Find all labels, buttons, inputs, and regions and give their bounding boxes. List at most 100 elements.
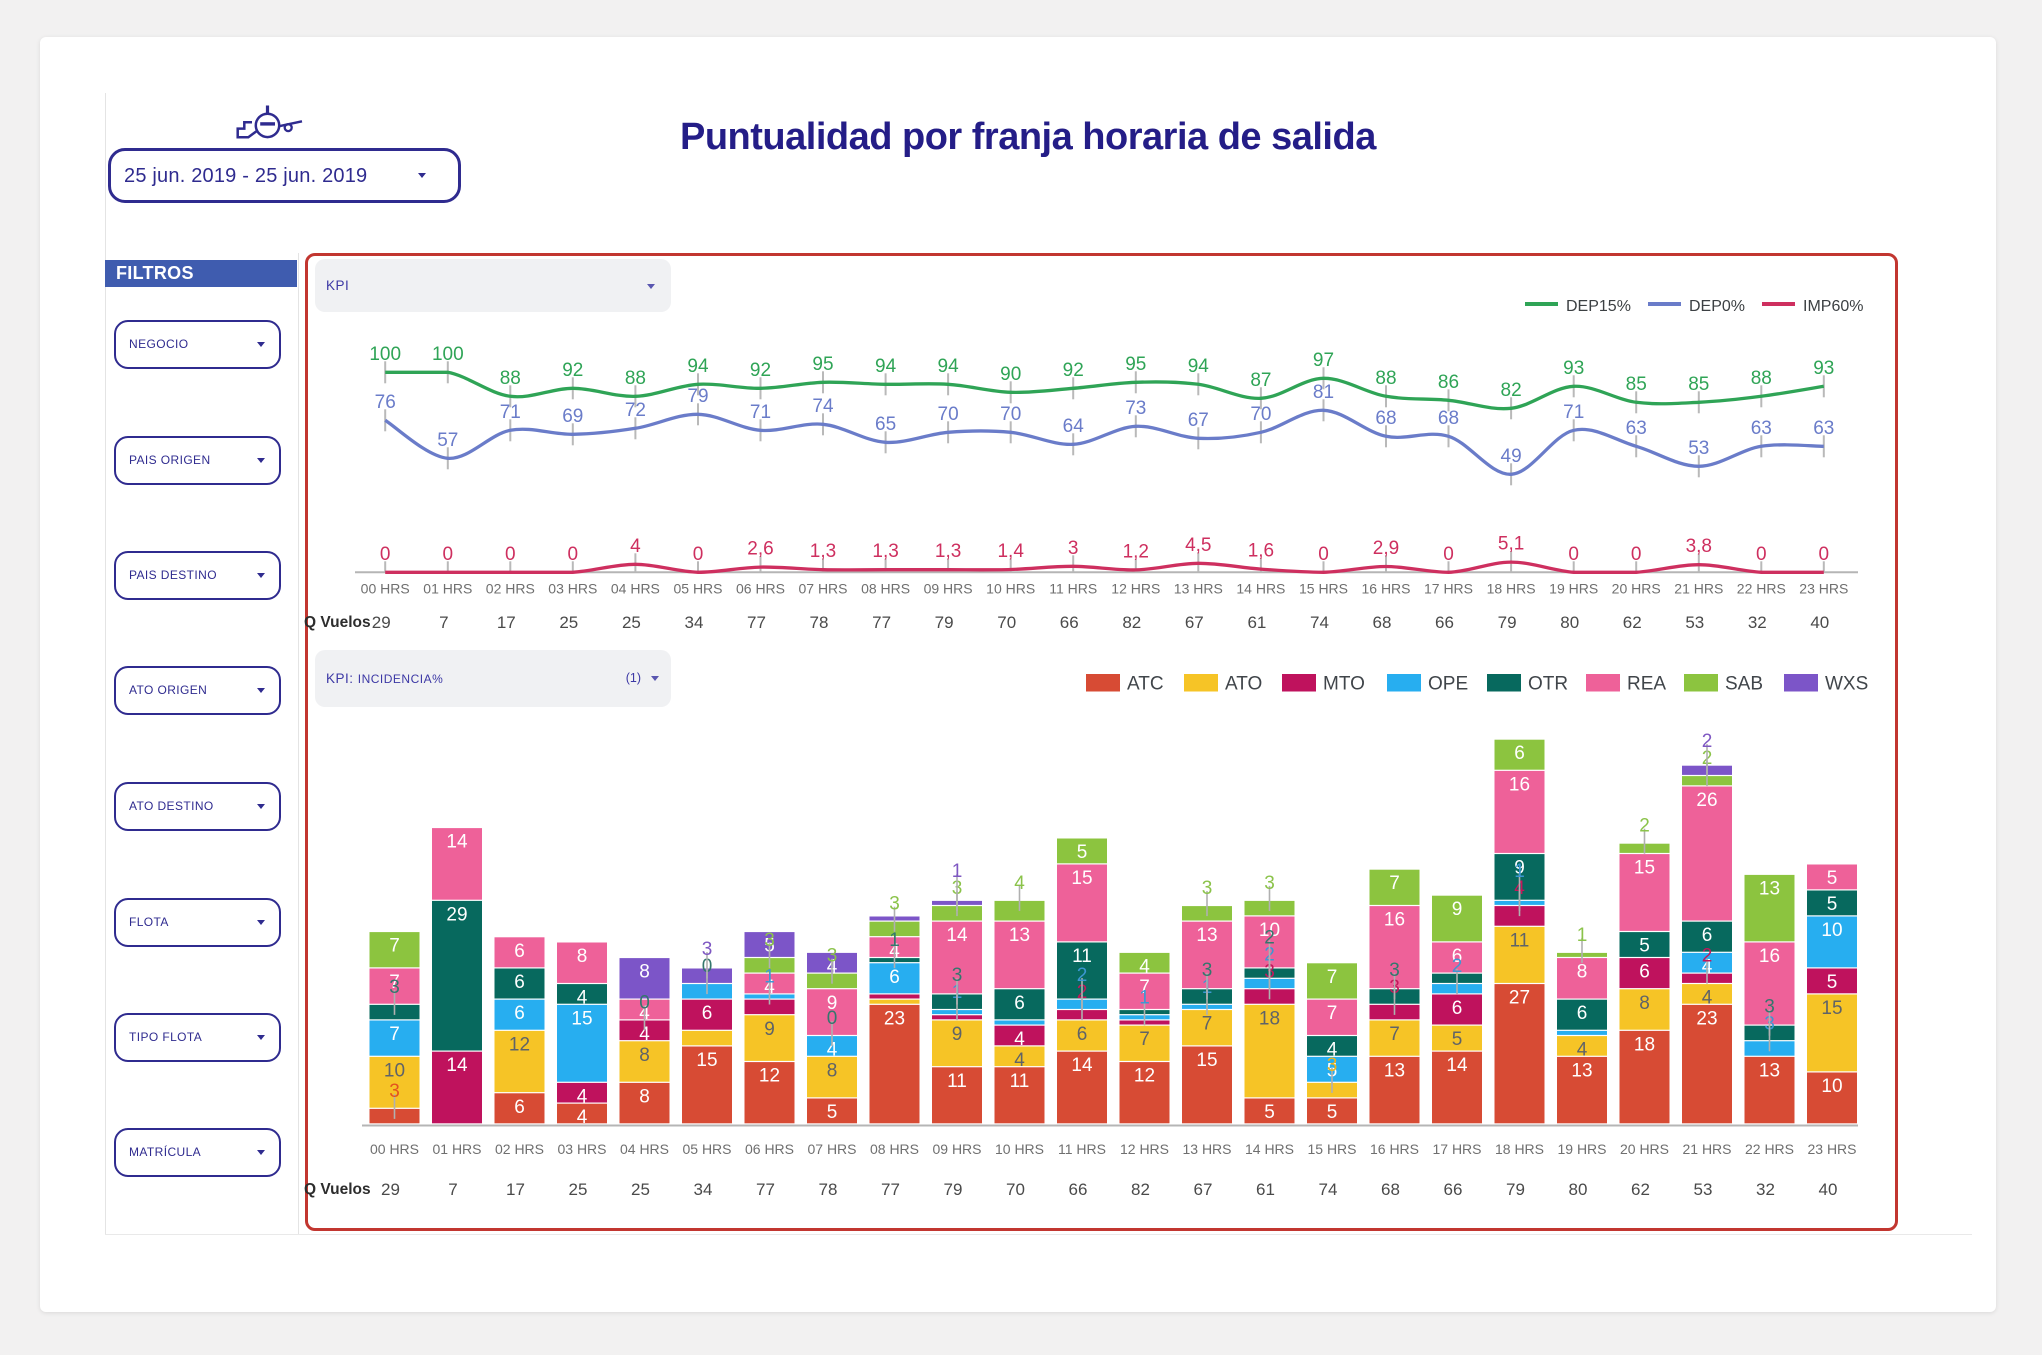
svg-text:10 HRS: 10 HRS — [995, 1141, 1044, 1157]
svg-text:06 HRS: 06 HRS — [736, 581, 785, 597]
svg-text:10 HRS: 10 HRS — [986, 581, 1035, 597]
svg-text:94: 94 — [938, 356, 960, 377]
svg-text:79: 79 — [944, 1180, 963, 1199]
svg-text:7: 7 — [448, 1180, 457, 1199]
svg-text:3: 3 — [1202, 878, 1213, 899]
svg-text:1: 1 — [1577, 925, 1588, 946]
svg-text:1: 1 — [952, 861, 963, 882]
svg-text:03 HRS: 03 HRS — [548, 581, 597, 597]
svg-text:16: 16 — [1509, 774, 1530, 795]
svg-text:15 HRS: 15 HRS — [1299, 581, 1348, 597]
svg-text:ATO: ATO — [1225, 674, 1262, 695]
svg-text:14 HRS: 14 HRS — [1245, 1141, 1294, 1157]
svg-text:15: 15 — [696, 1050, 717, 1071]
svg-text:68: 68 — [1381, 1180, 1400, 1199]
svg-text:WXS: WXS — [1825, 674, 1868, 695]
svg-text:04 HRS: 04 HRS — [611, 581, 660, 597]
svg-text:6: 6 — [514, 1003, 525, 1024]
svg-text:13 HRS: 13 HRS — [1174, 581, 1223, 597]
svg-text:79: 79 — [935, 613, 954, 632]
svg-text:69: 69 — [562, 406, 583, 427]
svg-text:13: 13 — [1759, 1060, 1780, 1081]
svg-text:5: 5 — [1827, 972, 1838, 993]
svg-text:27: 27 — [1509, 988, 1530, 1009]
svg-text:3: 3 — [1264, 873, 1275, 894]
svg-text:71: 71 — [500, 402, 521, 423]
svg-text:10: 10 — [384, 1060, 405, 1081]
svg-text:78: 78 — [810, 613, 829, 632]
svg-text:32: 32 — [1748, 613, 1767, 632]
svg-text:5: 5 — [827, 1102, 838, 1123]
svg-text:3: 3 — [1068, 538, 1079, 559]
svg-text:71: 71 — [750, 402, 771, 423]
svg-text:68: 68 — [1375, 408, 1396, 429]
svg-text:88: 88 — [1751, 368, 1772, 389]
svg-text:34: 34 — [694, 1180, 713, 1199]
svg-text:ATC: ATC — [1127, 674, 1164, 695]
svg-text:09 HRS: 09 HRS — [932, 1141, 981, 1157]
svg-text:74: 74 — [1319, 1180, 1338, 1199]
svg-text:05 HRS: 05 HRS — [682, 1141, 731, 1157]
svg-text:4: 4 — [1139, 956, 1150, 977]
svg-text:0: 0 — [827, 1008, 838, 1029]
svg-text:DEP15%: DEP15% — [1566, 298, 1631, 315]
svg-text:13: 13 — [1009, 925, 1030, 946]
svg-text:01 HRS: 01 HRS — [432, 1141, 481, 1157]
svg-text:49: 49 — [1501, 446, 1522, 467]
svg-text:04 HRS: 04 HRS — [620, 1141, 669, 1157]
svg-text:20 HRS: 20 HRS — [1620, 1141, 1669, 1157]
svg-text:2: 2 — [1452, 956, 1463, 977]
svg-text:0: 0 — [693, 544, 704, 565]
svg-text:11: 11 — [1072, 946, 1092, 967]
svg-text:20 HRS: 20 HRS — [1612, 581, 1661, 597]
svg-text:13 HRS: 13 HRS — [1182, 1141, 1231, 1157]
svg-text:25: 25 — [559, 613, 578, 632]
svg-text:9: 9 — [827, 993, 838, 1014]
svg-text:7: 7 — [389, 1024, 400, 1045]
svg-text:4: 4 — [1577, 1040, 1588, 1061]
svg-text:7: 7 — [439, 613, 448, 632]
svg-text:16: 16 — [1759, 946, 1780, 967]
svg-text:6: 6 — [1452, 998, 1463, 1019]
svg-text:14: 14 — [446, 832, 468, 853]
svg-text:6: 6 — [1639, 962, 1650, 983]
svg-text:18 HRS: 18 HRS — [1487, 581, 1536, 597]
svg-text:1: 1 — [1514, 861, 1525, 882]
svg-text:6: 6 — [514, 1097, 525, 1118]
svg-text:7: 7 — [1202, 1014, 1213, 1035]
svg-text:77: 77 — [881, 1180, 900, 1199]
svg-text:23: 23 — [884, 1008, 905, 1029]
svg-text:3: 3 — [764, 930, 775, 951]
svg-text:14: 14 — [946, 925, 968, 946]
svg-text:12: 12 — [1134, 1066, 1155, 1087]
svg-text:25: 25 — [622, 613, 641, 632]
svg-text:2: 2 — [1077, 965, 1088, 986]
svg-text:7: 7 — [1139, 977, 1150, 998]
svg-text:93: 93 — [1813, 358, 1834, 379]
svg-text:4,5: 4,5 — [1185, 535, 1211, 556]
svg-text:6: 6 — [514, 972, 525, 993]
svg-text:09 HRS: 09 HRS — [924, 581, 973, 597]
svg-text:7: 7 — [1389, 1024, 1400, 1045]
svg-text:68: 68 — [1438, 408, 1459, 429]
svg-text:79: 79 — [1498, 613, 1517, 632]
svg-text:17: 17 — [497, 613, 516, 632]
svg-text:00 HRS: 00 HRS — [361, 581, 410, 597]
svg-text:2,9: 2,9 — [1373, 538, 1399, 559]
svg-text:11: 11 — [1010, 1071, 1030, 1092]
svg-text:92: 92 — [750, 360, 771, 381]
svg-text:100: 100 — [369, 344, 401, 365]
svg-text:1,2: 1,2 — [1123, 541, 1149, 562]
svg-text:63: 63 — [1751, 418, 1772, 439]
svg-text:1: 1 — [1139, 987, 1150, 1008]
svg-text:90: 90 — [1000, 364, 1021, 385]
svg-text:21 HRS: 21 HRS — [1682, 1141, 1731, 1157]
svg-text:67: 67 — [1185, 613, 1204, 632]
svg-text:29: 29 — [381, 1180, 400, 1199]
svg-text:07 HRS: 07 HRS — [798, 581, 847, 597]
svg-text:82: 82 — [1122, 613, 1141, 632]
svg-text:57: 57 — [437, 430, 458, 451]
svg-text:29: 29 — [446, 904, 467, 925]
svg-text:9: 9 — [764, 1019, 775, 1040]
svg-text:14: 14 — [1446, 1055, 1468, 1076]
